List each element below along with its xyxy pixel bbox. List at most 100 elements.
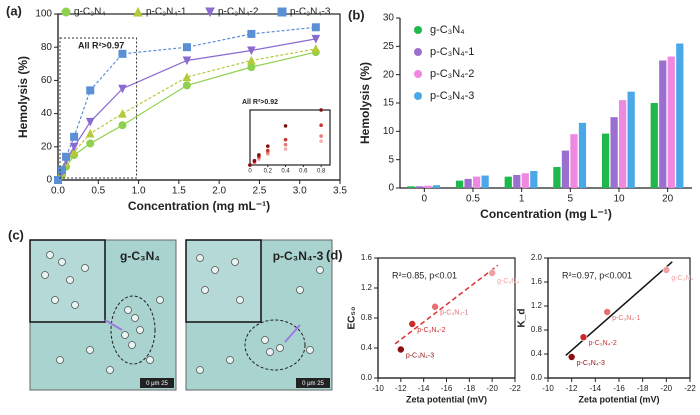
legend-swatch [414,48,422,56]
x-tick-label: 3.5 [333,186,347,197]
bar [432,185,441,188]
x-tick-label: -16 [441,384,453,393]
point-label: p-C₃N₄-3 [577,360,605,367]
legend-swatch [205,7,215,18]
y-axis-label: EC₅₀ [347,307,358,330]
legend-swatch [133,6,143,17]
inset-marker [319,108,323,112]
y-tick-label: 0 [46,175,52,186]
x-tick-label: 0.0 [51,186,65,197]
marker [247,55,256,65]
highlight [244,319,306,371]
marker [86,139,95,148]
y-tick-label: 25 [383,41,395,52]
cell [296,286,304,294]
point-label: p-C₃N₄-2 [417,327,445,334]
y-tick-label: 80 [41,42,53,53]
cell [66,276,74,284]
panel-label: (a) [6,3,22,18]
inset-marker [283,124,288,128]
bar [415,186,424,188]
point [579,333,588,342]
inset-marker [265,144,270,148]
cell [41,271,49,279]
point [408,320,417,328]
point-label: g-C₃N₄ [671,275,693,282]
legend-swatch [414,26,422,34]
marker [69,147,79,156]
x-tick-label: -18 [637,384,649,393]
cell [146,356,154,364]
y-tick-label: 20 [41,141,53,152]
x-tick-label: 0 [422,194,428,205]
x-tick-label: -20 [661,384,673,393]
bar [473,176,481,188]
marker [118,49,127,58]
inset-marker [265,148,270,153]
cells [41,251,324,374]
y-axis-label: K_d [517,309,528,328]
point-label: p-C₃N₄-1 [612,315,640,322]
legend-label: p-C₃N₄-1 [146,7,187,18]
x-tick-label: 1 [519,194,525,205]
inset-marker [319,139,323,143]
x-tick-label: -18 [464,384,476,393]
y-tick-label: 0.4 [531,349,543,358]
legend-swatch [414,70,422,78]
marker [311,23,320,32]
bar [504,176,512,188]
bar [464,178,472,188]
bar [570,134,578,188]
y-tick-label: 60 [41,75,53,86]
cell [106,366,114,374]
bar [610,117,618,188]
marker [182,56,192,66]
plot-frame [57,13,341,181]
marker [247,29,256,38]
bar [553,167,561,188]
y-tick-label: 2.0 [531,253,543,262]
y-tick-label: 40 [41,108,53,119]
inset-x-tick-label: 0.4 [281,169,290,175]
cell [306,346,314,354]
point [567,353,576,361]
bar [601,133,610,188]
point-label: g-C₃N₄ [497,278,519,285]
bar [619,100,627,188]
arrow [284,324,301,343]
y-tick-label: 0 [388,183,394,194]
x-tick-label: 10 [613,194,625,205]
bar [481,175,489,188]
y-tick-label: 0.8 [531,325,543,334]
y-tick-label: 20 [383,69,395,80]
x-tick-label: 1.5 [172,186,186,197]
inset-marker [257,153,261,157]
cell [156,296,164,304]
marker [85,128,95,138]
annotation: All R²>0.97 [78,40,124,50]
inset-x-tick-label: 0.8 [317,169,326,175]
legend-label: p-C₃N₄-3 [290,7,331,18]
cell [201,286,209,294]
marker [118,108,127,118]
x-tick-label: -22 [684,384,696,393]
x-axis-label: Zeta potential (mV) [578,394,659,404]
x-axis-label: Concentration (mg mL⁻¹) [128,199,270,213]
marker [247,46,256,56]
x-tick-label: -14 [418,384,430,393]
x-tick-label: 3.0 [293,186,307,197]
marker [118,121,127,130]
y-tick-label: 1.2 [531,301,543,310]
inset-annotation: All R²>0.92 [242,99,278,106]
zoom-inset [185,239,262,323]
bar [676,43,684,188]
cell [196,366,204,374]
x-tick-label: -12 [395,384,407,393]
x-axis-label: Zeta potential (mV) [406,394,487,404]
scale-bar-bg [296,378,330,388]
point [431,302,439,311]
cell [226,356,234,364]
inset-x-tick-label: 0.2 [264,169,273,175]
y-axis-label: Hemolysis (%) [358,62,372,144]
bar [650,103,658,188]
